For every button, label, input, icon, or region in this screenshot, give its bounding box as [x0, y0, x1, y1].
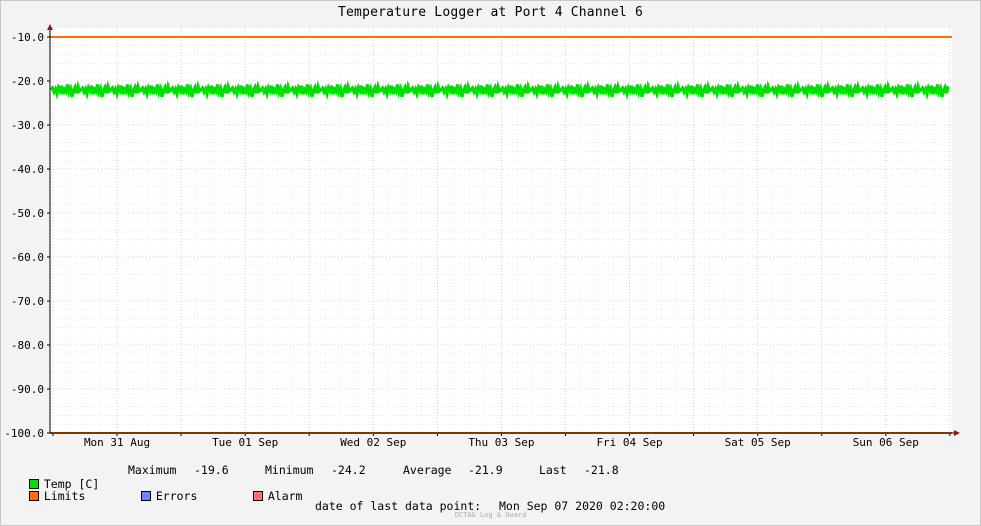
x-tick-label: Mon 31 Aug — [84, 436, 150, 449]
y-tick-label: -60.0 — [11, 251, 44, 264]
series-temp-line — [49, 80, 950, 100]
legend-limits-swatch — [28, 491, 39, 501]
watermark: OCTA& Log & Guard — [454, 511, 527, 519]
y-tick-label: -90.0 — [11, 383, 44, 396]
x-tick-label: Fri 04 Sep — [596, 436, 662, 449]
stat-last-value: -21.8 — [584, 463, 619, 477]
legend-alarm: Alarm — [239, 475, 302, 503]
y-tick-label: -30.0 — [11, 119, 44, 132]
x-tick-label: Sun 06 Sep — [853, 436, 919, 449]
legend-temp-label: Temp [C] — [43, 477, 100, 491]
legend-alarm-label: Alarm — [267, 489, 303, 503]
y-tick-label: -80.0 — [11, 339, 44, 352]
legend-temp-swatch — [28, 479, 39, 489]
x-tick-label: Thu 03 Sep — [468, 436, 534, 449]
y-axis-arrow — [47, 24, 53, 30]
x-tick-label: Sat 05 Sep — [725, 436, 791, 449]
stat-maximum-value: -19.6 — [194, 463, 229, 477]
legend-limits-label: Limits — [43, 489, 86, 503]
y-tick-label: -70.0 — [11, 295, 44, 308]
x-axis-arrow — [954, 430, 960, 436]
legend-errors: Errors — [127, 475, 197, 503]
legend-alarm-swatch — [252, 491, 263, 501]
y-tick-label: -50.0 — [11, 207, 44, 220]
x-tick-label: Tue 01 Sep — [212, 436, 278, 449]
stat-average-value: -21.9 — [468, 463, 503, 477]
stat-maximum-label: Maximum — [128, 463, 177, 477]
legend-errors-label: Errors — [155, 489, 198, 503]
stat-average-label: Average — [403, 463, 452, 477]
last-data-value: Mon Sep 07 2020 02:20:00 — [499, 499, 666, 513]
stat-minimum-value: -24.2 — [331, 463, 366, 477]
stat-last-label: Last — [539, 463, 567, 477]
last-data-label: date of last data point: — [315, 499, 482, 513]
legend-errors-swatch — [140, 491, 151, 501]
legend-limits: Limits — [15, 475, 85, 503]
legend-temp: Temp [C] — [15, 463, 99, 491]
y-tick-label: -10.0 — [11, 31, 44, 44]
chart-title: Temperature Logger at Port 4 Channel 6 — [337, 5, 643, 20]
x-tick-label: Wed 02 Sep — [340, 436, 406, 449]
y-tick-label: -100.0 — [4, 427, 44, 440]
y-tick-label: -20.0 — [11, 75, 44, 88]
stat-minimum-label: Minimum — [265, 463, 314, 477]
y-tick-label: -40.0 — [11, 163, 44, 176]
